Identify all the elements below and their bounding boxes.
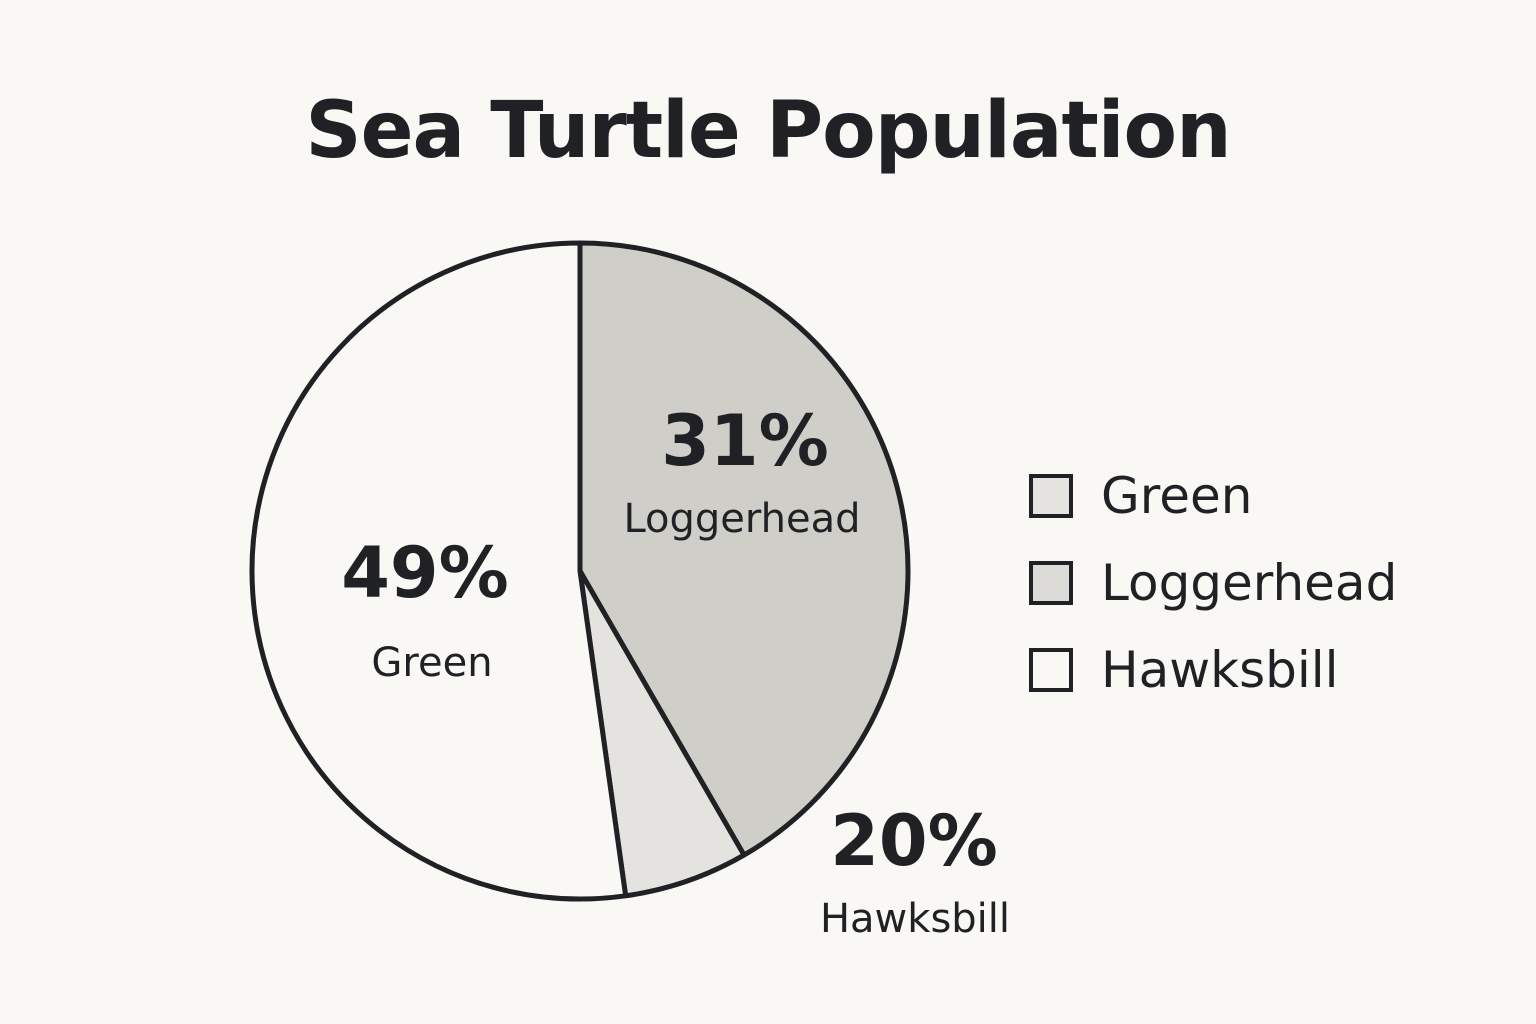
chart-title: Sea Turtle Population bbox=[305, 86, 1231, 176]
data-label-loggerhead-value: 31% bbox=[661, 400, 829, 482]
legend-swatch-loggerhead bbox=[1029, 561, 1073, 605]
data-label-hawksbill-name: Hawksbill bbox=[820, 896, 1010, 942]
legend-label-green: Green bbox=[1101, 467, 1252, 525]
pie-slice-green bbox=[249, 240, 629, 902]
data-label-green-name: Green bbox=[371, 640, 492, 686]
pie-slices bbox=[249, 240, 911, 902]
data-label-loggerhead-name: Loggerhead bbox=[623, 496, 860, 542]
legend-swatch-green bbox=[1029, 474, 1073, 518]
legend: Green Loggerhead Hawksbill bbox=[1029, 467, 1397, 699]
data-label-hawksbill-value: 20% bbox=[830, 800, 998, 882]
data-label-green-value: 49% bbox=[341, 532, 509, 614]
legend-label-hawksbill: Hawksbill bbox=[1101, 641, 1339, 699]
legend-swatch-hawksbill bbox=[1029, 648, 1073, 692]
pie-labels: 49% Green 31% Loggerhead 20% Hawksbill bbox=[341, 400, 1010, 942]
legend-label-loggerhead: Loggerhead bbox=[1101, 554, 1397, 612]
pie-slice-loggerhead bbox=[577, 240, 911, 858]
